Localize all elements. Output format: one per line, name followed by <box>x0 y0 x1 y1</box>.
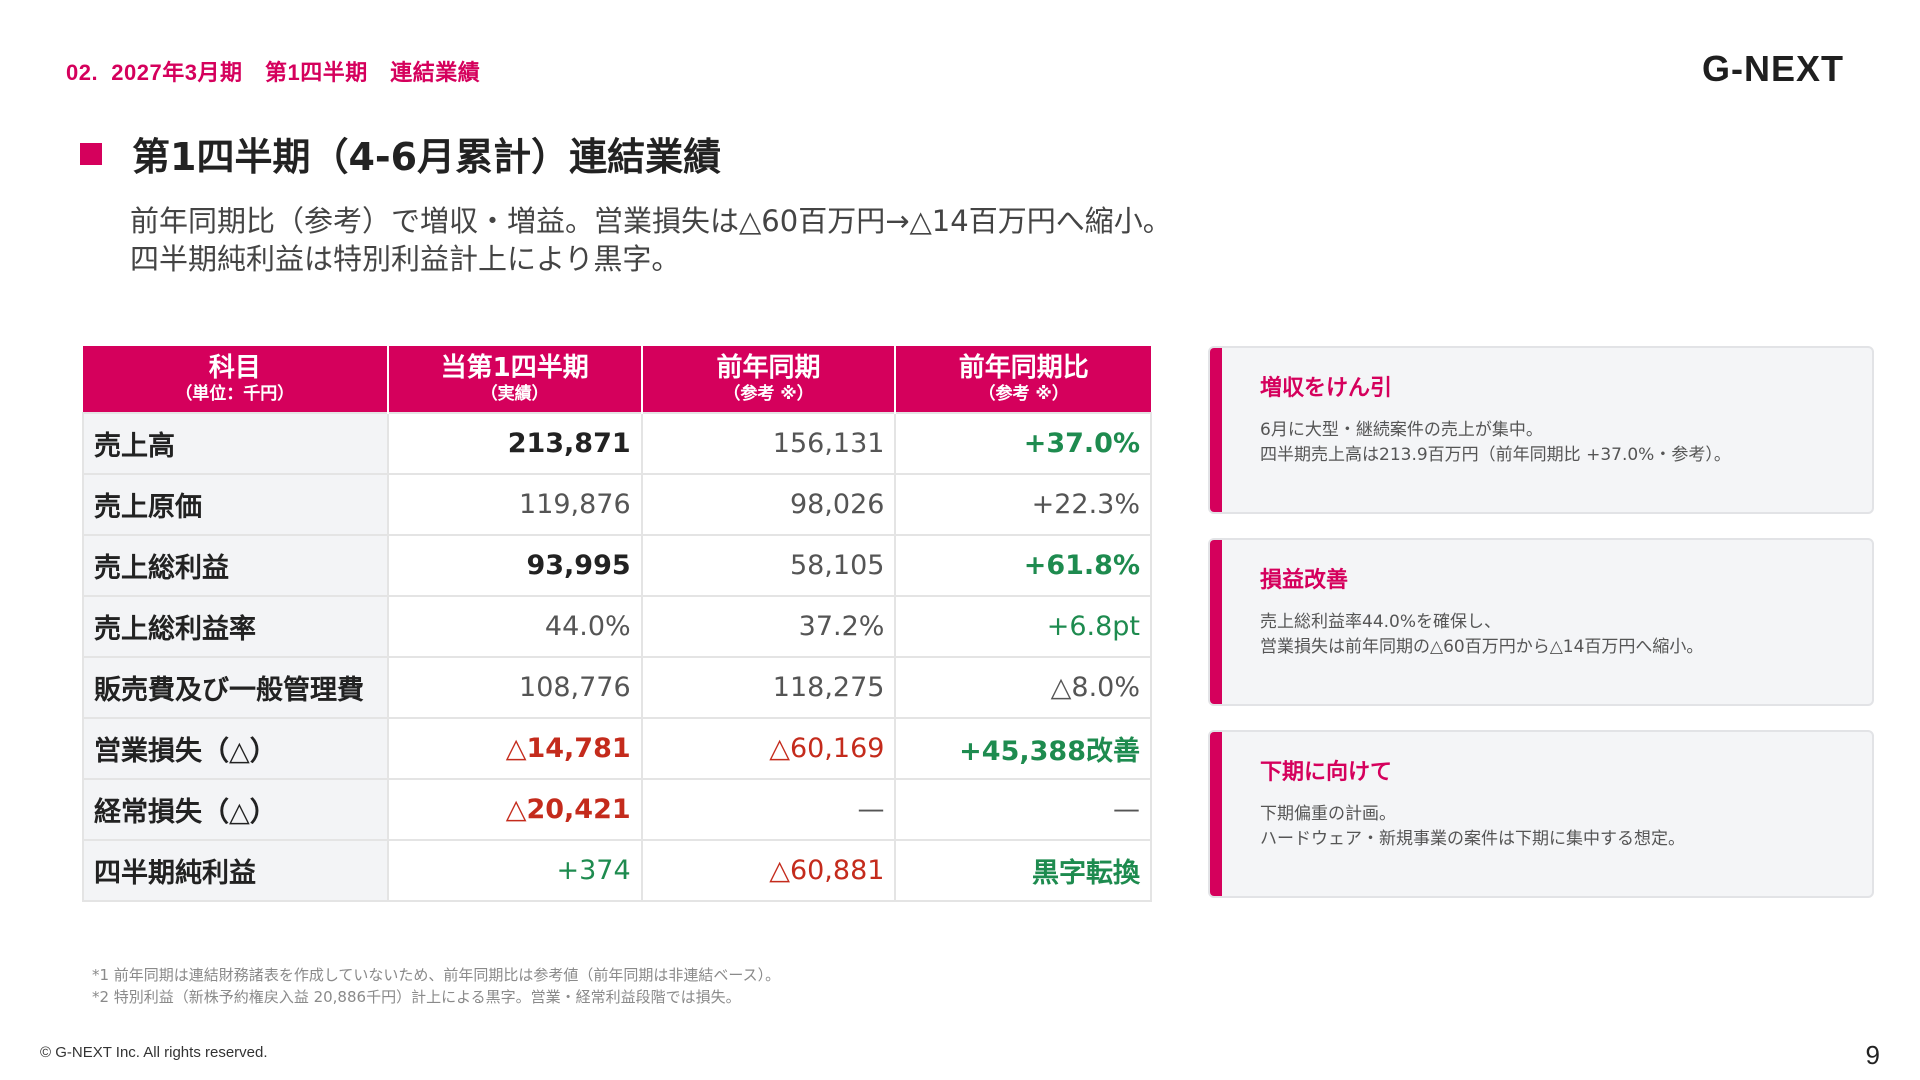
row-label: 営業損失（△） <box>82 717 389 780</box>
card-accent-bar <box>1210 540 1222 704</box>
header-item-unit: （単位：千円） <box>175 384 295 404</box>
card-line: 四半期売上高は213.9百万円（前年同期比 +37.0%・参考）。 <box>1260 445 1731 465</box>
card-title: 損益改善 <box>1260 568 1349 593</box>
header-current: 当第1四半期 （実績） <box>387 346 643 413</box>
prior-value: — <box>640 778 897 841</box>
card-line: 下期偏重の計画。 <box>1260 804 1396 824</box>
card-body: 下期偏重の計画。 ハードウェア・新規事業の案件は下期に集中する想定。 <box>1260 802 1685 852</box>
page-number: 9 <box>1865 1040 1880 1070</box>
change-value: +6.8pt <box>894 595 1152 658</box>
card-body: 6月に大型・継続案件の売上が集中。 四半期売上高は213.9百万円（前年同期比 … <box>1260 418 1731 468</box>
highlight-card-revenue: 増収をけん引 6月に大型・継続案件の売上が集中。 四半期売上高は213.9百万円… <box>1208 346 1874 514</box>
header-current-sub: （実績） <box>480 384 549 404</box>
table-row: 営業損失（△） △14,781 △60,169 +45,388改善 <box>82 717 1152 780</box>
table-header-row: 科目 （単位：千円） 当第1四半期 （実績） 前年同期 （参考 ※） 前年同期比… <box>83 346 1151 413</box>
highlight-card-outlook: 下期に向けて 下期偏重の計画。 ハードウェア・新規事業の案件は下期に集中する想定… <box>1208 730 1874 898</box>
prior-value: 37.2% <box>640 595 897 658</box>
header-prior: 前年同期 （参考 ※） <box>641 346 897 413</box>
card-accent-bar <box>1210 732 1222 896</box>
change-value: 黒字転換 <box>894 839 1152 902</box>
header-change-sub: （参考 ※） <box>978 384 1069 404</box>
prior-value: △60,169 <box>640 717 897 780</box>
row-label: 売上総利益率 <box>82 595 389 658</box>
prior-value: 58,105 <box>640 534 897 597</box>
row-label: 売上原価 <box>82 473 389 536</box>
page-title: 第1四半期（4-6月累計）連結業績 <box>132 135 722 179</box>
change-value: +37.0% <box>894 412 1152 475</box>
current-value: 44.0% <box>386 595 643 658</box>
row-label: 経常損失（△） <box>82 778 389 841</box>
header-current-label: 当第1四半期 <box>440 353 589 383</box>
title-row: 第1四半期（4-6月累計）連結業績 <box>80 126 721 181</box>
row-label: 売上総利益 <box>82 534 389 597</box>
change-value: +45,388改善 <box>894 717 1152 780</box>
change-value: △8.0% <box>894 656 1152 719</box>
current-value: 108,776 <box>386 656 643 719</box>
breadcrumb: 02. 2027年3月期 第1四半期 連結業績 <box>66 60 481 85</box>
footnote-2: *2 特別利益（新株予約権戻入益 20,886千円）計上による黒字。営業・経常利… <box>92 988 741 1006</box>
header-change-label: 前年同期比 <box>958 353 1089 383</box>
financial-results-table: 科目 （単位：千円） 当第1四半期 （実績） 前年同期 （参考 ※） 前年同期比… <box>82 346 1152 902</box>
copyright: © G-NEXT Inc. All rights reserved. <box>40 1044 268 1061</box>
header-item: 科目 （単位：千円） <box>83 346 389 413</box>
change-value: +61.8% <box>894 534 1152 597</box>
current-value: 93,995 <box>386 534 643 597</box>
current-value: △14,781 <box>386 717 643 780</box>
header-item-label: 科目 <box>208 353 261 383</box>
card-line: ハードウェア・新規事業の案件は下期に集中する想定。 <box>1260 829 1685 849</box>
current-value: △20,421 <box>386 778 643 841</box>
card-body: 売上総利益率44.0%を確保し、 営業損失は前年同期の△60百万円から△14百万… <box>1260 610 1703 660</box>
table-row: 売上高 213,871 156,131 +37.0% <box>82 412 1152 475</box>
change-value: +22.3% <box>894 473 1152 536</box>
card-accent-bar <box>1210 348 1222 512</box>
prior-value: 98,026 <box>640 473 897 536</box>
prior-value: 156,131 <box>640 412 897 475</box>
footnotes: *1 前年同期は連結財務諸表を作成していないため、前年同期比は参考値（前年同期は… <box>92 964 780 1008</box>
current-value: 119,876 <box>386 473 643 536</box>
summary-line-2: 四半期純利益は特別利益計上により黒字。 <box>130 242 681 276</box>
table-row: 販売費及び一般管理費 108,776 118,275 △8.0% <box>82 656 1152 719</box>
highlight-card-profit: 損益改善 売上総利益率44.0%を確保し、 営業損失は前年同期の△60百万円から… <box>1208 538 1874 706</box>
row-label: 四半期純利益 <box>82 839 389 902</box>
header-prior-sub: （参考 ※） <box>723 384 814 404</box>
prior-value: 118,275 <box>640 656 897 719</box>
footnote-1: *1 前年同期は連結財務諸表を作成していないため、前年同期比は参考値（前年同期は… <box>92 966 781 984</box>
card-line: 営業損失は前年同期の△60百万円から△14百万円へ縮小。 <box>1260 637 1704 657</box>
square-bullet-icon <box>80 142 102 165</box>
current-value: +374 <box>386 839 643 902</box>
header-change: 前年同期比 （参考 ※） <box>895 346 1151 413</box>
change-value: — <box>894 778 1152 841</box>
current-value: 213,871 <box>386 412 643 475</box>
card-title: 増収をけん引 <box>1260 376 1393 401</box>
row-label: 販売費及び一般管理費 <box>82 656 389 719</box>
table-row: 売上原価 119,876 98,026 +22.3% <box>82 473 1152 536</box>
company-logo: G-NEXT <box>1701 48 1844 89</box>
summary-line-1: 前年同期比（参考）で増収・増益。営業損失は△60百万円→△14百万円へ縮小。 <box>130 204 1172 238</box>
card-title: 下期に向けて <box>1260 760 1393 785</box>
row-label: 売上高 <box>82 412 389 475</box>
summary-text: 前年同期比（参考）で増収・増益。営業損失は△60百万円→△14百万円へ縮小。 四… <box>130 202 1172 278</box>
table-row: 四半期純利益 +374 △60,881 黒字転換 <box>82 839 1152 902</box>
table-row: 売上総利益率 44.0% 37.2% +6.8pt <box>82 595 1152 658</box>
card-line: 6月に大型・継続案件の売上が集中。 <box>1260 420 1543 440</box>
table-row: 経常損失（△） △20,421 — — <box>82 778 1152 841</box>
prior-value: △60,881 <box>640 839 897 902</box>
header-prior-label: 前年同期 <box>716 353 821 383</box>
card-line: 売上総利益率44.0%を確保し、 <box>1260 612 1502 632</box>
table-row: 売上総利益 93,995 58,105 +61.8% <box>82 534 1152 597</box>
